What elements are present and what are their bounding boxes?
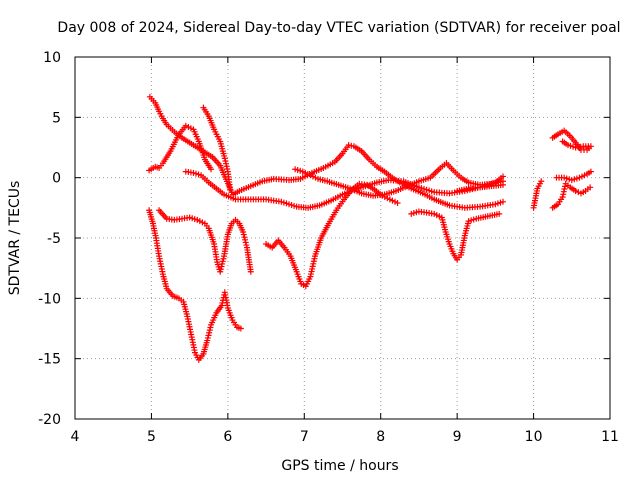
data-point [560,188,567,195]
series-track-m [549,180,594,211]
chart-title: Day 008 of 2024, Sidereal Day-to-day VTE… [57,20,620,36]
y-tick-label: -5 [47,231,61,247]
x-tick-label: 4 [71,429,80,445]
y-tick-label: 10 [43,50,61,66]
data-point [587,184,594,191]
y-tick-label: -15 [38,352,61,368]
data-point [241,234,248,241]
x-tick-label: 10 [525,429,543,445]
data-point [217,266,224,273]
data-point [222,158,229,165]
data-point [220,255,227,262]
data-point [208,166,215,173]
data-point [219,260,226,267]
data-point [207,324,214,331]
data-point [240,228,247,235]
data-point [559,138,566,145]
series-track-k [530,178,545,211]
x-axis-label: GPS time / hours [281,458,398,474]
data-point [496,210,503,217]
data-point [345,142,352,149]
y-tick-label: -20 [38,412,61,428]
data-point [242,236,249,243]
data-point [206,329,213,336]
data-point [223,163,230,170]
y-axis-label: SDTVAR / TECUs [7,181,23,296]
data-markers [146,93,594,363]
data-point [538,178,545,185]
series-track-f [156,207,254,275]
data-point [500,181,506,188]
data-point [247,268,254,275]
series-track-j [454,181,506,194]
plot-frame [74,56,611,420]
data-point [394,200,401,207]
data-point [242,239,249,246]
series-track-h [292,160,506,199]
series-track-n [553,168,594,184]
y-tick-label: 5 [52,110,61,126]
data-point [587,168,594,175]
series-track-b [146,122,215,174]
y-tick-label: 0 [52,171,61,187]
data-point [218,302,225,309]
data-point [205,332,212,339]
x-tick-label: 11 [601,429,619,445]
data-point [572,187,579,194]
x-tick-label: 6 [223,429,232,445]
data-point [217,268,224,275]
data-point [218,263,225,270]
y-tick-label: -10 [38,291,61,307]
data-point [561,186,568,193]
data-point [559,193,566,200]
series-track-c [200,104,506,211]
axis-ticks: 4 5 6 7 8 9 10 11 -20 -15 -10 -5 0 5 10 [38,50,619,445]
data-point [237,325,244,332]
series-track-l [549,127,594,153]
data-point [240,231,247,238]
data-point [562,183,569,190]
x-tick-label: 7 [300,429,309,445]
data-point [500,198,506,205]
data-point [204,337,211,344]
x-tick-label: 8 [376,429,385,445]
x-tick-label: 9 [453,429,462,445]
data-point [348,142,355,149]
data-point [219,258,226,265]
x-tick-label: 5 [147,429,156,445]
series-track-e [146,207,244,363]
data-point [224,165,231,172]
data-point [560,191,567,198]
data-point [223,160,230,167]
data-point [206,327,213,334]
data-point [221,155,228,162]
data-point [204,334,211,341]
series-track-i [408,208,503,263]
data-point [243,242,250,249]
